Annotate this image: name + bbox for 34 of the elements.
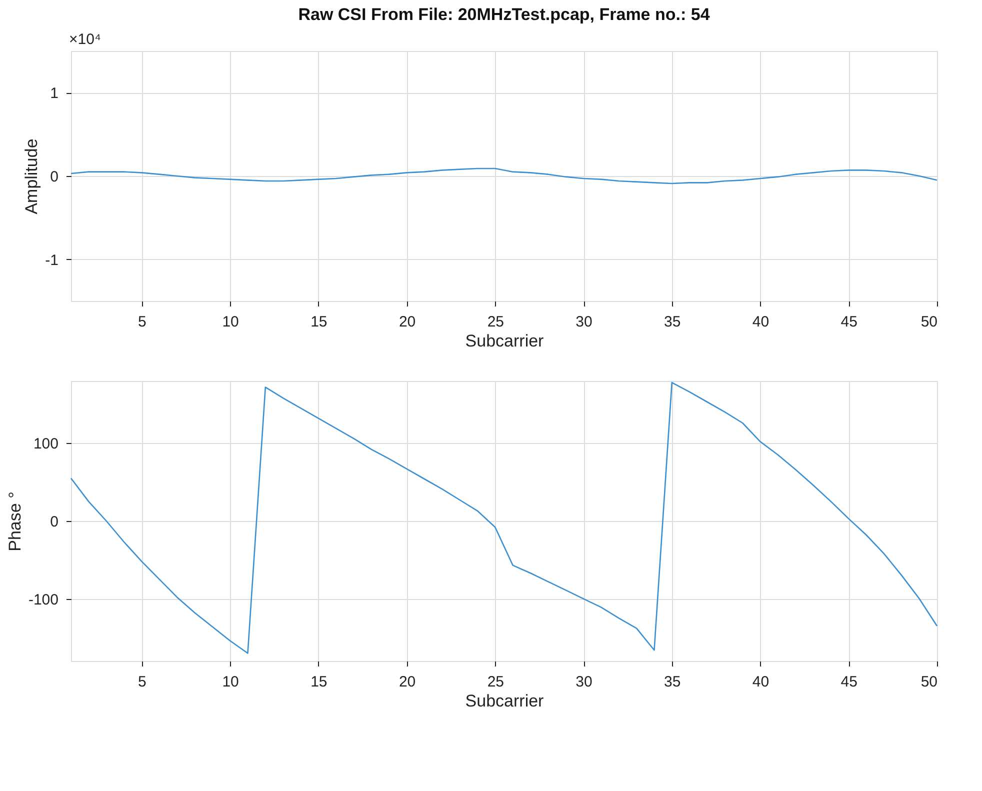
x-tick-label: 10 [222, 314, 239, 330]
x-axis-title: Subcarrier [465, 332, 544, 350]
x-axis-title: Subcarrier [465, 692, 544, 710]
line-series [70, 382, 938, 654]
y-axis-title: Amplitude [22, 138, 42, 214]
y-axis-title: Phase ° [5, 492, 24, 552]
x-tick-label: 20 [398, 674, 416, 690]
y-tick-label: -1 [45, 252, 58, 269]
x-tick-label: 30 [576, 674, 592, 690]
x-tick-label: 20 [398, 314, 416, 330]
x-tick-label: 5 [138, 674, 146, 690]
y-tick-label: 0 [50, 168, 58, 186]
x-tick-label: 30 [576, 314, 592, 330]
y-tick-label: -100 [28, 591, 58, 608]
line-series [70, 168, 938, 184]
y-tick-label: 1 [50, 85, 58, 102]
x-tick-label: 15 [310, 314, 328, 330]
x-tick-label: 35 [664, 314, 681, 330]
y-tick-label: 0 [50, 514, 58, 530]
x-tick-label: 10 [222, 674, 239, 690]
x-tick-label: 50 [920, 674, 938, 690]
x-tick-label: 25 [487, 314, 504, 330]
x-tick-label: 40 [752, 314, 770, 330]
x-tick-label: 45 [840, 314, 858, 330]
x-tick-label: 35 [664, 674, 681, 690]
y-tick-label: 100 [33, 436, 58, 453]
x-tick-label: 50 [920, 314, 938, 330]
chart-title: Raw CSI From File: 20MHzTest.pcap, Frame no.: 54 [298, 5, 710, 24]
x-tick-label: 25 [487, 674, 504, 690]
x-tick-label: 40 [752, 674, 770, 690]
text: ×10⁴ [69, 31, 101, 48]
x-tick-label: 5 [138, 314, 146, 330]
x-tick-label: 45 [840, 674, 858, 690]
x-tick-label: 15 [310, 674, 328, 690]
